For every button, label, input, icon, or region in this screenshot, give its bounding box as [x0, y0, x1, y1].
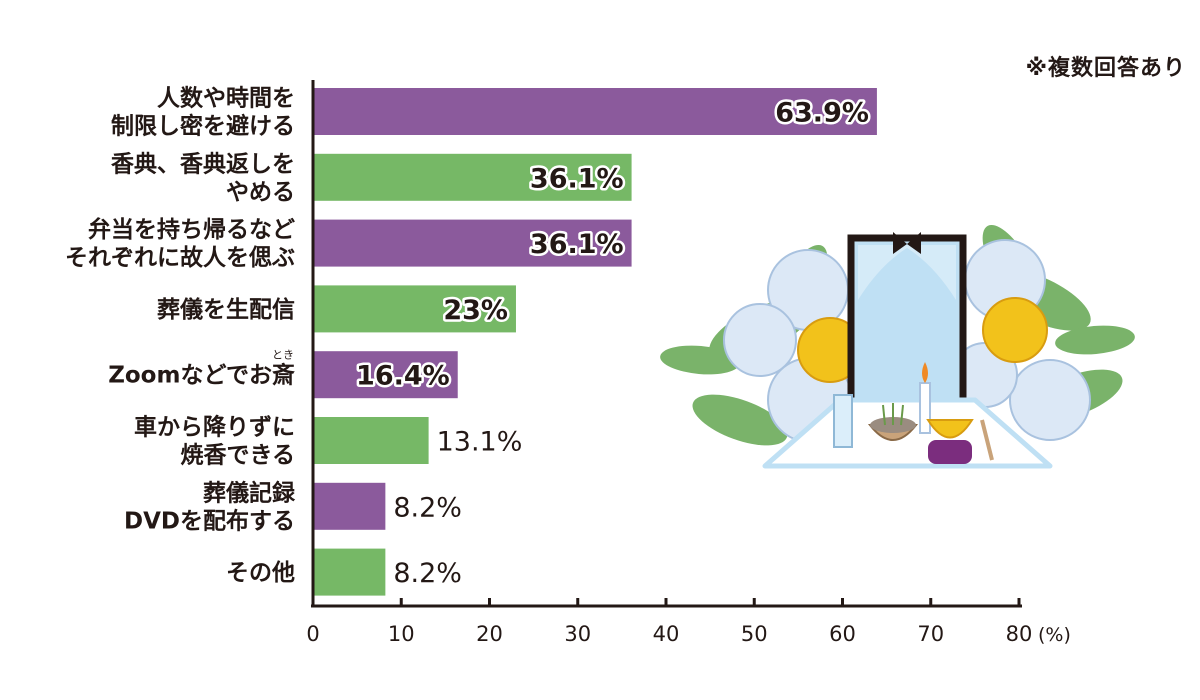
flower-vase-icon — [833, 394, 853, 448]
category-label-6-line-0: 葬儀記録 — [203, 479, 296, 506]
black-ribbon-icon — [893, 232, 921, 254]
x-tick-label-3: 30 — [564, 622, 591, 646]
x-axis-unit-label: (%) — [1038, 624, 1071, 646]
x-tick-label-7: 70 — [917, 622, 944, 646]
value-label-3: 23% — [443, 295, 508, 326]
bar-6 — [314, 482, 386, 530]
category-labels-layer: 人数や時間を制限し密を避ける香典、香典返しをやめる弁当を持ち帰るなどそれぞれに故… — [65, 86, 296, 587]
category-label-2-line-0: 弁当を持ち帰るなど — [88, 216, 295, 243]
value-label-6: 8.2% — [393, 492, 462, 523]
bar-1 — [314, 153, 632, 201]
value-label-4: 16.4% — [356, 361, 450, 392]
bars-layer — [314, 88, 877, 596]
value-labels-layer: 63.9% 36.1% 36.1% 23% 16.4% 13.1% 8.2% 8.2% — [354, 95, 872, 589]
category-label-5-line-0: 車から降りずに — [134, 415, 295, 441]
x-tick-label-8: 80 — [1006, 622, 1033, 646]
candle-icon — [919, 362, 931, 434]
value-label-2: 36.1% — [530, 229, 624, 260]
bar-3 — [314, 285, 516, 333]
bar-4 — [314, 351, 458, 399]
category-label-4-line-0: Zoomなどでお斎 — [108, 362, 295, 389]
value-label-1: 36.1% — [530, 163, 624, 194]
x-tick-label-1: 10 — [388, 622, 415, 646]
multiple-answers-note: ※複数回答あり — [1025, 56, 1186, 81]
bar-0 — [314, 88, 877, 135]
category-label-2-line-1: それぞれに故人を偲ぶ — [65, 245, 295, 271]
category-label-6-line-1: DVDを配布する — [124, 507, 295, 534]
x-tick-label-4: 40 — [653, 622, 680, 646]
value-label-7: 8.2% — [393, 558, 462, 589]
ruby-annotation: とき — [272, 349, 294, 362]
x-tick-label-5: 50 — [741, 622, 768, 646]
category-label-3-line-0: 葬儀を生配信 — [157, 296, 295, 323]
bar-2 — [314, 219, 632, 267]
incense-burner-icon — [867, 403, 919, 441]
category-label-1-line-1: やめる — [226, 179, 295, 205]
x-tick-label-2: 20 — [476, 622, 503, 646]
singing-bowl-icon — [926, 419, 994, 464]
funeral-altar-illustration — [660, 225, 1135, 469]
bar-5 — [314, 417, 429, 464]
x-tick-label-6: 60 — [829, 622, 856, 646]
category-label-0-line-0: 人数や時間を — [157, 86, 295, 112]
x-tick-label-0: 0 — [306, 622, 319, 646]
category-label-0-line-1: 制限し密を避ける — [111, 113, 295, 140]
bar-7 — [314, 548, 386, 596]
value-label-5: 13.1% — [437, 427, 523, 458]
x-axis-ticks-layer: 0 10 20 30 40 50 60 70 80 — [306, 598, 1032, 646]
value-label-0: 63.9% — [775, 98, 869, 129]
category-label-5-line-1: 焼香できる — [180, 442, 295, 469]
category-label-7-line-0: その他 — [226, 560, 295, 586]
category-label-1-line-0: 香典、香典返しを — [111, 150, 295, 177]
